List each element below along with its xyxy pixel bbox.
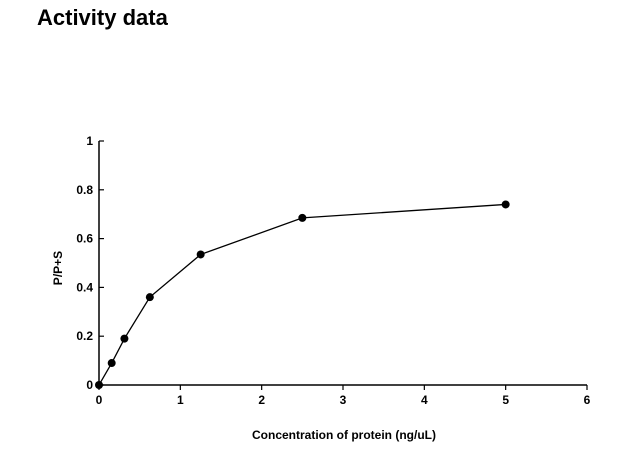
x-tick-label: 5 [502,393,509,407]
y-tick-label: 0.6 [76,232,93,246]
data-point [120,334,129,343]
y-axis-ticks: 0 0.2 0.4 0.6 0.8 1 [76,134,104,392]
data-point [501,200,510,209]
y-tick-label: 0 [86,378,93,392]
x-axis-ticks: 0 1 2 3 4 5 6 [96,385,591,407]
y-tick-label: 0.4 [76,280,93,294]
x-tick-label: 1 [177,393,184,407]
y-tick-label: 1 [86,134,93,148]
y-axis-title: P/P+S [51,251,65,285]
data-point [95,381,103,389]
x-axis-title: Concentration of protein (ng/uL) [252,428,436,442]
data-point [298,213,307,222]
x-tick-label: 0 [96,393,103,407]
data-point [107,359,116,368]
x-tick-label: 4 [421,393,428,407]
x-tick-label: 2 [258,393,265,407]
data-point [196,250,205,259]
data-point [145,293,154,302]
page-title: Activity data [37,5,168,30]
series-line [98,203,506,386]
y-tick-label: 0.8 [76,183,93,197]
y-tick-label: 0.2 [76,329,93,343]
x-tick-label: 3 [340,393,347,407]
x-tick-label: 6 [584,393,591,407]
series-group [95,200,510,389]
